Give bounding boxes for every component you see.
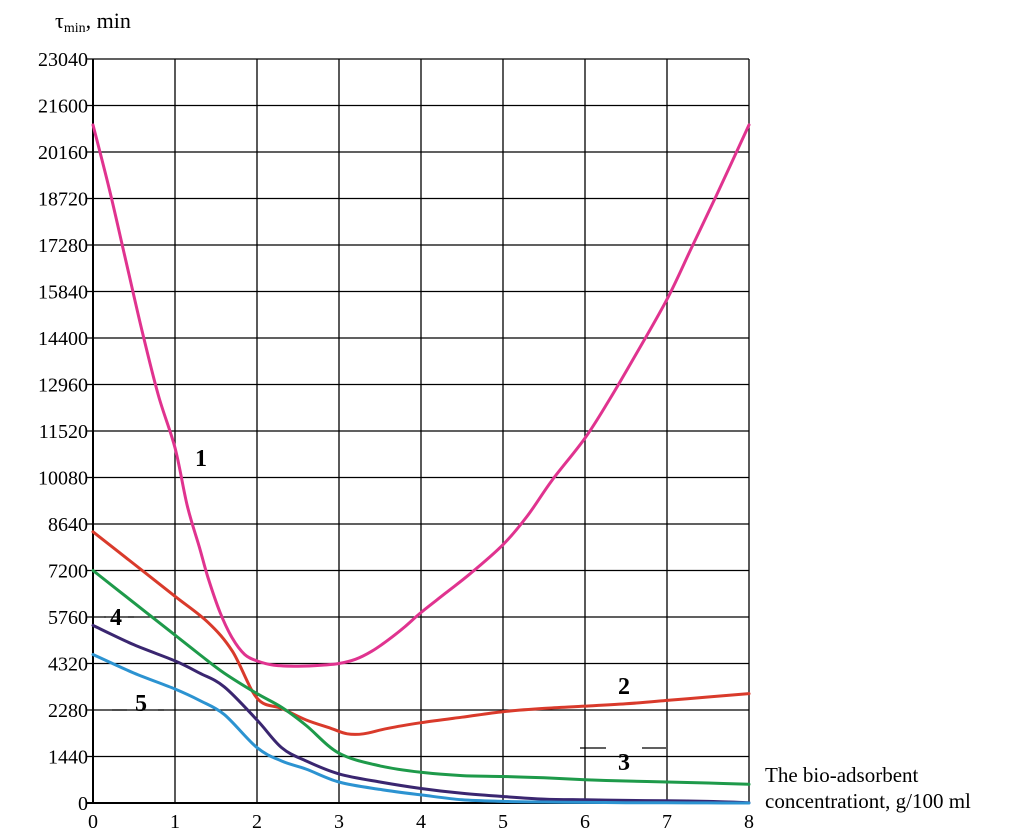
series-line-2: [91, 530, 751, 736]
y-tick-label: 17280: [38, 235, 88, 257]
y-tick-label: 0: [78, 793, 88, 815]
y-tick-label: 8640: [48, 514, 88, 536]
x-tick-label: 7: [662, 811, 672, 832]
x-tick-label: 4: [416, 811, 426, 832]
y-tick-label: 20160: [38, 142, 88, 164]
y-tick-label: 23040: [38, 49, 88, 71]
series-lines: [91, 123, 751, 805]
y-tick-label: 21600: [38, 96, 88, 118]
series-line-5: [91, 653, 751, 805]
x-axis-label-line1: The bio-adsorbent: [765, 763, 919, 787]
y-tick-label: 12960: [38, 375, 88, 397]
curve-label-5: 5: [135, 691, 147, 717]
y-tick-label: 1440: [48, 747, 88, 769]
series-line-4: [91, 623, 751, 805]
x-tick-label: 0: [88, 811, 98, 832]
x-tick-label: 2: [252, 811, 262, 832]
series-line-3: [91, 569, 751, 786]
x-tick-label: 5: [498, 811, 508, 832]
x-tick-label: 6: [580, 811, 590, 832]
y-tick-label: 10080: [38, 468, 88, 490]
y-tick-label: 15840: [38, 282, 88, 304]
curve-label-1: 1: [195, 446, 207, 472]
y-tick-label: 2280: [48, 700, 88, 722]
y-tick-label: 11520: [39, 421, 88, 443]
grid: [87, 58, 750, 804]
curve-label-2: 2: [618, 674, 630, 700]
series-line-1: [91, 123, 751, 668]
curve-labels: 1 2 3 4 5: [104, 446, 666, 776]
x-axis-label-line2: concentrationt, g/100 ml: [765, 789, 971, 813]
y-tick-label: 18720: [38, 189, 88, 211]
x-tick-label: 8: [744, 811, 754, 832]
y-tick-label: 7200: [48, 561, 88, 583]
x-tick-labels: 0 1 2 3 4 5 6 7 8: [88, 811, 754, 832]
curve-label-3: 3: [618, 750, 630, 776]
y-tick-label: 5760: [48, 607, 88, 629]
y-axis-label: τmin, min: [55, 8, 131, 36]
y-tick-label: 14400: [38, 328, 88, 350]
x-tick-label: 3: [334, 811, 344, 832]
curve-label-4: 4: [110, 605, 122, 631]
y-tick-labels: 0 1440 2280 4320 5760 7200 8640 10080 11520 12960…: [38, 49, 88, 815]
y-tick-label: 4320: [48, 654, 88, 676]
x-tick-label: 1: [170, 811, 180, 832]
